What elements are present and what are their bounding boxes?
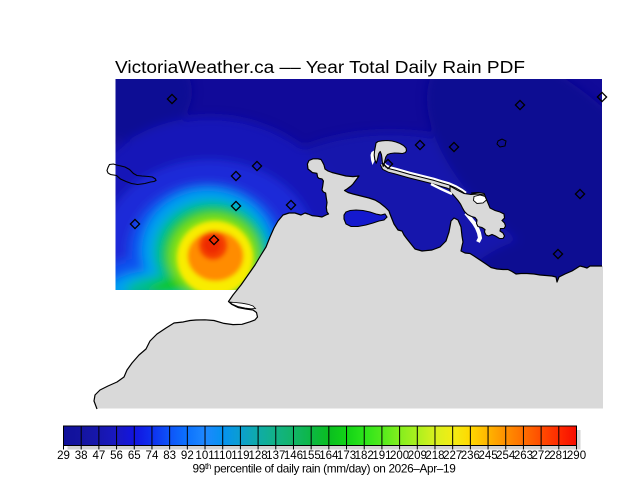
svg-text:191: 191 — [372, 450, 391, 462]
svg-text:119: 119 — [231, 450, 249, 462]
svg-text:110: 110 — [214, 450, 232, 462]
svg-text:146: 146 — [284, 450, 303, 462]
svg-text:99th percentile of daily rain: 99th percentile of daily rain (mm/day) o… — [193, 462, 456, 476]
svg-text:92: 92 — [181, 450, 194, 462]
svg-text:272: 272 — [532, 450, 551, 462]
svg-text:236: 236 — [461, 450, 480, 462]
svg-text:173: 173 — [337, 450, 356, 462]
svg-text:164: 164 — [319, 450, 339, 462]
svg-text:263: 263 — [514, 450, 533, 462]
svg-text:137: 137 — [266, 450, 285, 462]
svg-text:155: 155 — [302, 450, 321, 462]
svg-text:290: 290 — [567, 450, 586, 462]
svg-text:254: 254 — [496, 450, 516, 462]
svg-text:65: 65 — [128, 450, 141, 462]
svg-text:56: 56 — [110, 450, 123, 462]
svg-text:182: 182 — [355, 450, 374, 462]
svg-text:47: 47 — [92, 450, 105, 462]
svg-text:227: 227 — [443, 450, 462, 462]
svg-text:74: 74 — [146, 450, 159, 462]
svg-text:281: 281 — [549, 450, 568, 462]
svg-text:VictoriaWeather.ca –– Year Tot: VictoriaWeather.ca –– Year Total Daily R… — [115, 57, 525, 77]
svg-text:128: 128 — [248, 450, 267, 462]
svg-text:200: 200 — [390, 450, 409, 462]
svg-text:218: 218 — [425, 450, 444, 462]
svg-text:83: 83 — [163, 450, 176, 462]
svg-text:38: 38 — [75, 450, 88, 462]
svg-text:101: 101 — [195, 450, 214, 462]
svg-text:29: 29 — [57, 450, 70, 462]
svg-text:209: 209 — [408, 450, 427, 462]
svg-text:245: 245 — [478, 450, 497, 462]
